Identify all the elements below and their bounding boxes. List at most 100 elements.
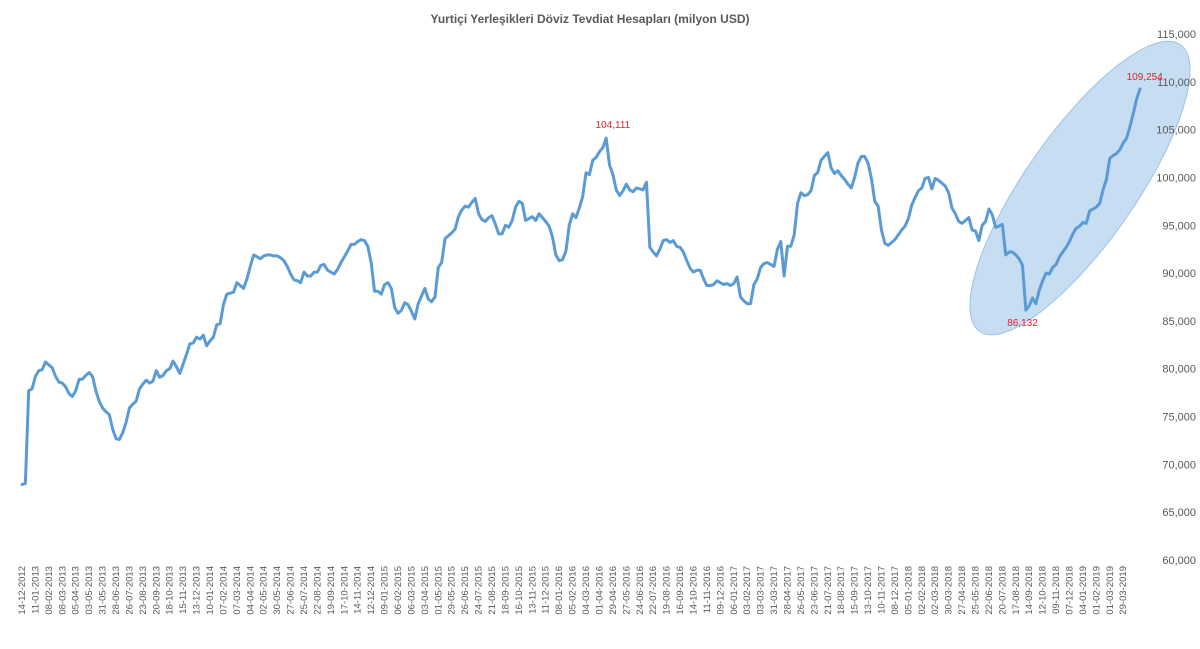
x-tick-label: 01-02-2019 bbox=[1091, 566, 1102, 615]
data-label: 86,132 bbox=[1007, 318, 1038, 329]
x-tick-label: 11-12-2015 bbox=[541, 566, 552, 614]
highlight-ellipse bbox=[969, 40, 1191, 336]
x-tick-label: 03-03-2017 bbox=[756, 566, 767, 615]
x-tick-label: 14-11-2014 bbox=[353, 566, 364, 614]
x-tick-label: 18-09-2015 bbox=[500, 566, 511, 615]
x-tick-label: 07-12-2018 bbox=[1064, 566, 1075, 615]
y-tick-label: 60,000 bbox=[1162, 555, 1196, 567]
x-tick-label: 16-09-2016 bbox=[675, 566, 686, 615]
y-tick-label: 105,000 bbox=[1156, 125, 1196, 137]
x-tick-label: 05-01-2018 bbox=[903, 566, 914, 615]
x-tick-label: 21-08-2015 bbox=[487, 566, 498, 615]
x-tick-label: 17-08-2018 bbox=[1011, 566, 1022, 615]
x-tick-label: 09-11-2018 bbox=[1051, 566, 1062, 614]
y-tick-label: 65,000 bbox=[1162, 507, 1196, 519]
x-tick-label: 09-01-2015 bbox=[380, 566, 391, 615]
data-label: 109,254 bbox=[1127, 72, 1164, 83]
x-tick-label: 14-10-2016 bbox=[688, 566, 699, 615]
series-layer bbox=[20, 87, 1142, 486]
x-tick-label: 10-01-2014 bbox=[205, 566, 216, 615]
x-tick-label: 30-05-2014 bbox=[272, 566, 283, 615]
x-tick-label: 13-12-2013 bbox=[192, 566, 203, 615]
x-tick-label: 21-07-2017 bbox=[823, 566, 834, 615]
annotation-layer: 104,111 86,132 109,254 bbox=[596, 72, 1164, 329]
y-tick-label: 70,000 bbox=[1162, 459, 1196, 471]
x-tick-label: 02-05-2014 bbox=[259, 566, 270, 615]
x-tick-label: 31-03-2017 bbox=[769, 566, 780, 615]
x-tick-label: 29-05-2015 bbox=[447, 566, 458, 615]
x-tick-label: 31-05-2013 bbox=[98, 566, 109, 615]
x-tick-label: 08-02-2013 bbox=[44, 566, 55, 615]
x-tick-label: 22-08-2014 bbox=[312, 566, 323, 615]
x-tick-label: 02-03-2018 bbox=[930, 566, 941, 615]
y-tick-label: 80,000 bbox=[1162, 364, 1196, 376]
x-tick-label: 20-09-2013 bbox=[151, 566, 162, 615]
x-tick-label: 22-07-2016 bbox=[648, 566, 659, 615]
highlight-ellipse-layer bbox=[969, 40, 1191, 336]
y-tick-label: 110,000 bbox=[1157, 77, 1196, 89]
x-tick-label: 16-10-2015 bbox=[514, 566, 525, 615]
x-tick-label: 07-03-2014 bbox=[232, 566, 243, 615]
x-tick-label: 23-06-2017 bbox=[809, 566, 820, 615]
x-tick-label: 26-05-2017 bbox=[796, 566, 807, 615]
y-tick-label: 95,000 bbox=[1162, 220, 1196, 232]
x-tick-label: 08-01-2016 bbox=[554, 566, 565, 615]
x-tick-label: 13-11-2015 bbox=[527, 566, 538, 614]
x-tick-label: 01-03-2019 bbox=[1105, 566, 1116, 615]
x-tick-label: 14-09-2018 bbox=[1024, 566, 1035, 615]
x-tick-label: 12-12-2014 bbox=[366, 566, 377, 615]
x-tick-label: 04-01-2019 bbox=[1078, 566, 1089, 615]
x-tick-label: 06-02-2015 bbox=[393, 566, 404, 615]
x-tick-label: 18-08-2017 bbox=[836, 566, 847, 615]
data-label: 104,111 bbox=[596, 120, 631, 131]
x-tick-label: 05-04-2013 bbox=[71, 566, 82, 615]
x-tick-label: 28-06-2013 bbox=[111, 566, 122, 615]
x-tick-label: 14-12-2012 bbox=[17, 566, 28, 615]
x-tick-label: 18-10-2013 bbox=[165, 566, 176, 615]
x-tick-label: 17-10-2014 bbox=[339, 566, 350, 615]
x-tick-label: 12-10-2018 bbox=[1038, 566, 1049, 615]
x-tick-label: 30-03-2018 bbox=[944, 566, 955, 615]
x-tick-label: 05-02-2016 bbox=[568, 566, 579, 615]
x-tick-label: 27-04-2018 bbox=[957, 566, 968, 615]
x-tick-label: 09-12-2016 bbox=[715, 566, 726, 615]
x-tick-label: 03-04-2015 bbox=[420, 566, 431, 615]
x-tick-label: 04-04-2014 bbox=[245, 566, 256, 615]
x-tick-label: 27-05-2016 bbox=[621, 566, 632, 615]
series-line bbox=[20, 87, 1142, 486]
x-tick-label: 01-05-2015 bbox=[433, 566, 444, 615]
x-tick-label: 28-04-2017 bbox=[782, 566, 793, 615]
x-tick-label: 08-03-2013 bbox=[57, 566, 68, 615]
x-tick-label: 25-05-2018 bbox=[970, 566, 981, 615]
x-tick-label: 24-07-2015 bbox=[474, 566, 485, 615]
x-tick-label: 06-01-2017 bbox=[729, 566, 740, 615]
x-tick-label: 03-02-2017 bbox=[742, 566, 753, 615]
x-tick-label: 15-09-2017 bbox=[850, 566, 861, 615]
x-tick-label: 04-03-2016 bbox=[581, 566, 592, 615]
y-tick-label: 90,000 bbox=[1162, 268, 1196, 280]
y-tick-label: 75,000 bbox=[1162, 412, 1196, 424]
y-tick-label: 100,000 bbox=[1156, 172, 1196, 184]
x-tick-label: 19-08-2016 bbox=[662, 566, 673, 615]
x-tick-label: 23-08-2013 bbox=[138, 566, 149, 615]
x-tick-label: 01-04-2016 bbox=[594, 566, 605, 615]
x-tick-label: 08-12-2017 bbox=[890, 566, 901, 615]
x-tick-label: 02-02-2018 bbox=[917, 566, 928, 615]
x-tick-label: 07-02-2014 bbox=[218, 566, 229, 615]
x-tick-label: 11-11-2016 bbox=[702, 566, 713, 613]
x-tick-label: 24-06-2016 bbox=[635, 566, 646, 615]
x-tick-label: 27-06-2014 bbox=[286, 566, 297, 615]
x-tick-label: 26-07-2013 bbox=[124, 566, 135, 615]
x-axis: 14-12-2012 11-01-2013 08-02-2013 08-03-2013… bbox=[17, 566, 1129, 615]
x-tick-label: 22-06-2018 bbox=[984, 566, 995, 615]
x-tick-label: 03-05-2013 bbox=[84, 566, 95, 615]
x-tick-label: 20-07-2018 bbox=[997, 566, 1008, 615]
x-tick-label: 25-07-2014 bbox=[299, 566, 310, 615]
x-tick-label: 11-01-2013 bbox=[30, 566, 41, 614]
x-tick-label: 15-11-2013 bbox=[178, 566, 189, 614]
x-tick-label: 26-06-2015 bbox=[460, 566, 471, 615]
x-tick-label: 10-11-2017 bbox=[876, 566, 887, 614]
x-tick-label: 06-03-2015 bbox=[406, 566, 417, 615]
y-axis: 60,000 65,000 70,000 75,000 80,000 85,000 90,0… bbox=[1156, 29, 1196, 567]
